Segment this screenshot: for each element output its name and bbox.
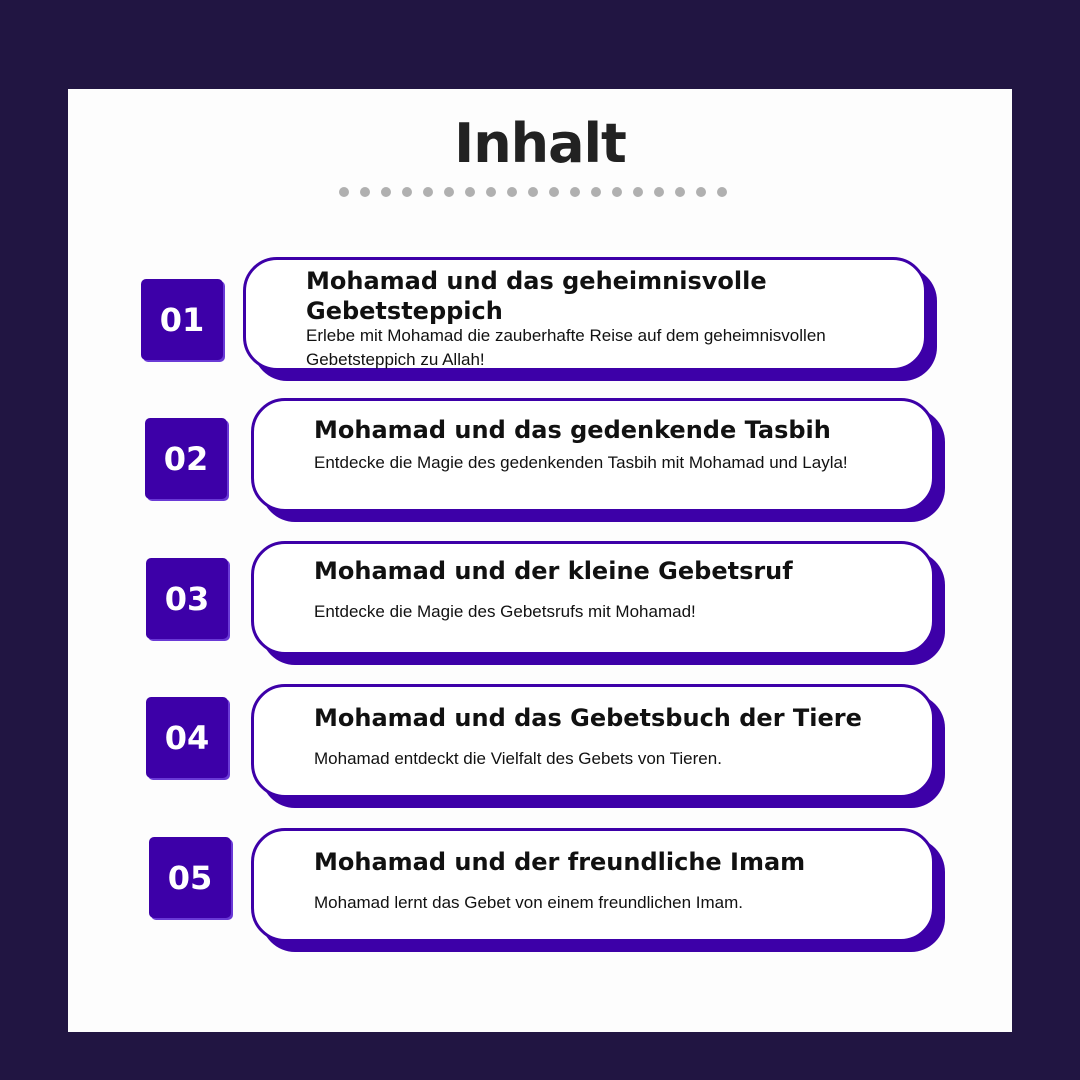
divider-dot [654, 187, 664, 197]
item-title: Mohamad und das gedenkende Tasbih [314, 416, 831, 444]
divider-dot [675, 187, 685, 197]
divider-dot [444, 187, 454, 197]
divider-dot [360, 187, 370, 197]
divider-dot [612, 187, 622, 197]
divider-dot [465, 187, 475, 197]
item-card: Mohamad und der kleine Gebetsruf Entdeck… [251, 541, 935, 655]
item-card: Mohamad und der freundliche Imam Mohamad… [251, 828, 935, 942]
divider-dot [423, 187, 433, 197]
item-card: Mohamad und das Gebetsbuch der Tiere Moh… [251, 684, 935, 798]
page-title: Inhalt [454, 112, 627, 175]
divider-dot [570, 187, 580, 197]
item-number-badge: 05 [149, 837, 231, 918]
item-description: Entdecke die Magie des gedenkenden Tasbi… [314, 453, 848, 472]
divider-dot [507, 187, 517, 197]
item-description: Mohamad lernt das Gebet von einem freund… [314, 893, 744, 912]
divider-dot [339, 187, 349, 197]
divider-dot [717, 187, 727, 197]
item-description: Erlebe mit Mohamad die zauberhafte Reise… [306, 326, 826, 369]
item-number-badge: 03 [146, 558, 228, 639]
item-title: Mohamad und das geheimnisvolle Gebetstep… [306, 267, 767, 325]
item-card: Mohamad und das geheimnisvolle Gebetstep… [243, 257, 927, 371]
item-description: Mohamad entdeckt die Vielfalt des Gebets… [314, 749, 722, 768]
item-number-badge: 04 [146, 697, 228, 778]
divider-dot [549, 187, 559, 197]
divider-dot [402, 187, 412, 197]
divider-dot [381, 187, 391, 197]
divider-dot [528, 187, 538, 197]
item-card: Mohamad und das gedenkende Tasbih Entdec… [251, 398, 935, 512]
dotted-divider [339, 187, 727, 197]
divider-dot [486, 187, 496, 197]
item-title: Mohamad und das Gebetsbuch der Tiere [314, 704, 862, 732]
item-number-badge: 01 [141, 279, 223, 360]
divider-dot [633, 187, 643, 197]
item-title: Mohamad und der freundliche Imam [314, 848, 806, 876]
divider-dot [591, 187, 601, 197]
divider-dot [696, 187, 706, 197]
item-number-badge: 02 [145, 418, 227, 499]
item-title: Mohamad und der kleine Gebetsruf [314, 557, 793, 585]
item-description: Entdecke die Magie des Gebetsrufs mit Mo… [314, 602, 696, 621]
